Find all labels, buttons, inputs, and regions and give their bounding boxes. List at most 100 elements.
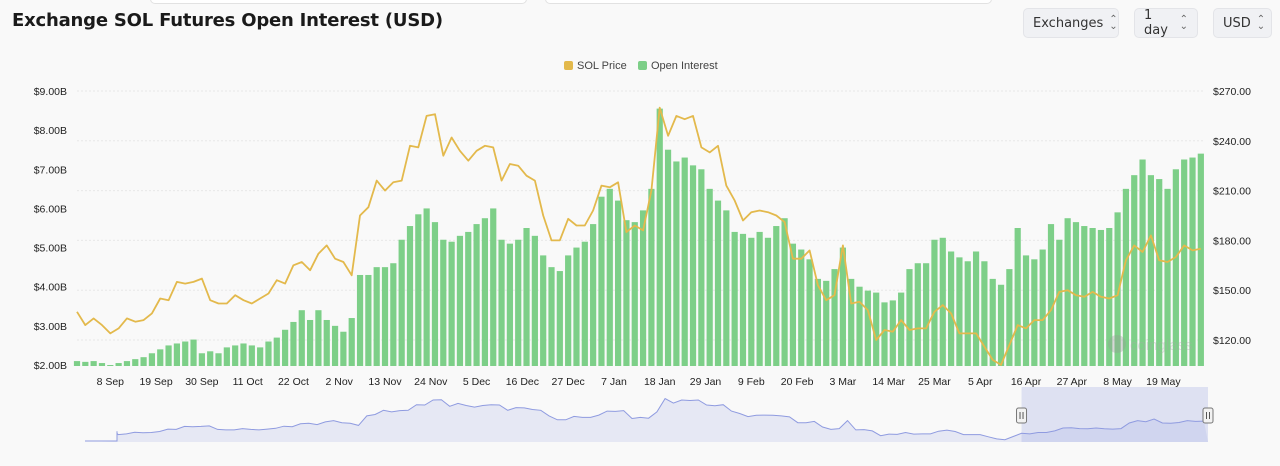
open-interest-bar[interactable] (1031, 259, 1038, 366)
open-interest-bar[interactable] (989, 278, 996, 366)
open-interest-bar[interactable] (1156, 179, 1163, 366)
open-interest-bar[interactable] (198, 353, 205, 366)
open-interest-bar[interactable] (1056, 239, 1063, 366)
open-interest-bar[interactable] (148, 353, 156, 366)
open-interest-bar[interactable] (1139, 159, 1146, 367)
open-interest-bar[interactable] (806, 259, 813, 366)
open-interest-bar[interactable] (448, 241, 455, 366)
open-interest-bar[interactable] (831, 269, 838, 366)
open-interest-bar[interactable] (481, 218, 489, 366)
open-interest-bar[interactable] (565, 255, 572, 366)
open-interest-bar[interactable] (856, 286, 863, 366)
open-interest-bar[interactable] (1106, 228, 1113, 366)
open-interest-bar[interactable] (648, 188, 655, 366)
open-interest-bar[interactable] (373, 267, 380, 366)
open-interest-bar[interactable] (997, 284, 1005, 366)
open-interest-bar[interactable] (931, 239, 938, 366)
open-interest-bar[interactable] (290, 321, 297, 366)
open-interest-bar[interactable] (98, 363, 106, 366)
open-interest-bar[interactable] (939, 237, 946, 366)
open-interest-bar[interactable] (381, 267, 389, 366)
open-interest-bar[interactable] (107, 365, 114, 366)
open-interest-bar[interactable] (223, 347, 230, 366)
open-interest-bar[interactable] (82, 361, 89, 366)
open-interest-bar[interactable] (1147, 175, 1154, 366)
open-interest-bar[interactable] (914, 263, 921, 366)
open-interest-bar[interactable] (356, 274, 364, 366)
open-interest-bar[interactable] (623, 220, 630, 366)
open-interest-bar[interactable] (873, 292, 880, 366)
currency-select[interactable]: USD ⌃ ⌄ (1213, 8, 1272, 38)
open-interest-bar[interactable] (1006, 269, 1013, 366)
interval-select[interactable]: 1 day ⌃ ⌄ (1134, 8, 1198, 38)
open-interest-bar[interactable] (298, 310, 305, 366)
open-interest-bar[interactable] (498, 239, 505, 366)
open-interest-bar[interactable] (540, 255, 547, 366)
open-interest-bar[interactable] (773, 226, 780, 366)
open-interest-bar[interactable] (123, 361, 131, 366)
open-interest-bar[interactable] (1072, 222, 1080, 366)
open-interest-bar[interactable] (631, 222, 638, 366)
open-interest-bar[interactable] (1172, 169, 1179, 366)
open-interest-bar[interactable] (723, 210, 730, 366)
open-interest-bar[interactable] (1131, 175, 1138, 366)
open-interest-bar[interactable] (132, 359, 139, 366)
open-interest-bar[interactable] (1047, 224, 1055, 366)
open-interest-bar[interactable] (523, 228, 530, 366)
open-interest-bar[interactable] (315, 310, 322, 366)
open-interest-bar[interactable] (1164, 188, 1171, 366)
open-interest-bar[interactable] (548, 267, 555, 366)
open-interest-bar[interactable] (465, 231, 472, 366)
open-interest-bar[interactable] (273, 337, 280, 366)
open-interest-bar[interactable] (456, 235, 464, 366)
open-interest-bar[interactable] (698, 169, 705, 366)
open-interest-bar[interactable] (365, 274, 372, 366)
open-interest-bar[interactable] (681, 157, 688, 366)
open-interest-bar[interactable] (981, 261, 988, 366)
open-interest-bar[interactable] (639, 210, 647, 366)
open-interest-bar[interactable] (506, 243, 513, 366)
open-interest-bar[interactable] (656, 108, 663, 366)
open-interest-bar[interactable] (581, 241, 588, 366)
open-interest-bar[interactable] (889, 300, 896, 366)
open-interest-bar[interactable] (1064, 218, 1071, 366)
open-interest-bar[interactable] (573, 247, 580, 366)
open-interest-bar[interactable] (240, 343, 247, 366)
open-interest-bar[interactable] (406, 226, 414, 366)
open-interest-bar[interactable] (906, 269, 913, 366)
legend-open-interest[interactable]: Open Interest (651, 60, 718, 72)
open-interest-bar[interactable] (615, 200, 622, 366)
navigator-selection[interactable] (1021, 387, 1208, 442)
open-interest-bar[interactable] (739, 233, 747, 366)
open-interest-bar[interactable] (731, 231, 738, 366)
navigator-handle-left[interactable] (1016, 407, 1028, 424)
open-interest-bar[interactable] (431, 222, 439, 366)
open-interest-bar[interactable] (1189, 157, 1196, 366)
open-interest-bar[interactable] (531, 235, 538, 366)
open-interest-bar[interactable] (689, 165, 697, 366)
open-interest-bar[interactable] (823, 280, 830, 366)
open-interest-bar[interactable] (756, 231, 763, 366)
open-interest-bar[interactable] (165, 345, 172, 366)
open-interest-bar[interactable] (390, 263, 397, 366)
open-interest-bar[interactable] (748, 237, 755, 366)
open-interest-bar[interactable] (1197, 153, 1204, 366)
open-interest-bar[interactable] (423, 208, 430, 366)
open-interest-bar[interactable] (606, 188, 613, 366)
open-interest-bar[interactable] (964, 261, 971, 366)
open-interest-bar[interactable] (331, 325, 339, 366)
legend-price[interactable]: SOL Price (577, 60, 627, 72)
open-interest-bar[interactable] (972, 251, 980, 366)
open-interest-bar[interactable] (232, 345, 239, 366)
open-interest-bar[interactable] (282, 329, 289, 366)
open-interest-bar[interactable] (714, 200, 722, 366)
open-interest-bar[interactable] (947, 251, 955, 366)
open-interest-bar[interactable] (190, 339, 197, 366)
open-interest-bar[interactable] (798, 249, 805, 366)
open-interest-bar[interactable] (590, 224, 597, 366)
open-interest-bar[interactable] (1014, 228, 1021, 366)
open-interest-bar[interactable] (90, 361, 97, 366)
open-interest-bar[interactable] (556, 271, 563, 366)
open-interest-bar[interactable] (839, 247, 846, 366)
open-interest-bar[interactable] (881, 302, 888, 366)
